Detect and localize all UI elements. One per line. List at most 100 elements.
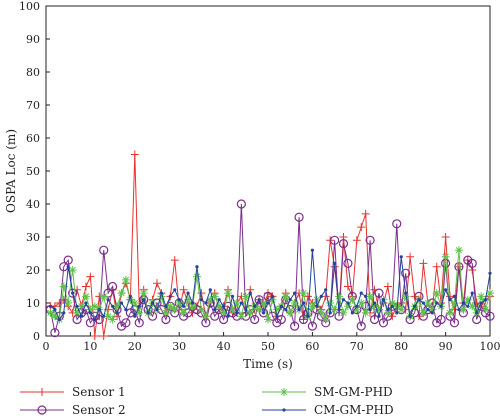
data-point-cm-gm-phd	[457, 308, 461, 312]
data-point-cm-gm-phd	[337, 308, 341, 312]
data-point-cm-gm-phd	[444, 288, 448, 292]
data-point-sm-gm-phd	[392, 302, 401, 311]
data-point-cm-gm-phd	[350, 311, 354, 315]
y-tick-label: 50	[26, 165, 40, 178]
data-point-sensor-1	[303, 292, 312, 301]
data-point-cm-gm-phd	[452, 294, 457, 298]
data-point-cm-gm-phd	[261, 311, 266, 315]
data-point-sm-gm-phd	[232, 299, 241, 307]
data-point-cm-gm-phd	[150, 301, 155, 305]
data-point-cm-gm-phd	[235, 311, 239, 315]
data-point-sensor-2	[276, 314, 286, 325]
data-point-cm-gm-phd	[266, 301, 270, 305]
data-point-cm-gm-phd	[319, 294, 323, 298]
data-point-sensor-1	[383, 282, 392, 291]
data-point-cm-gm-phd	[364, 294, 368, 298]
data-point-sensor-2	[401, 268, 411, 278]
data-point-sm-gm-phd	[326, 299, 335, 307]
data-point-cm-gm-phd	[310, 248, 314, 252]
data-point-cm-gm-phd	[66, 265, 70, 269]
data-point-cm-gm-phd	[128, 294, 132, 298]
data-point-sm-gm-phd	[126, 295, 135, 304]
data-point-sm-gm-phd	[388, 299, 397, 307]
data-point-sm-gm-phd	[308, 302, 317, 311]
data-point-sm-gm-phd	[339, 308, 348, 317]
data-point-sm-gm-phd	[441, 252, 450, 261]
data-point-cm-gm-phd	[372, 301, 377, 305]
x-tick-label: 100	[480, 340, 500, 353]
series-cm-gm-phd	[48, 248, 492, 322]
data-point-sm-gm-phd	[450, 299, 459, 307]
data-point-sm-gm-phd	[286, 308, 295, 317]
legend-marker	[37, 405, 47, 415]
x-tick-label: 40	[217, 340, 231, 353]
data-point-cm-gm-phd	[399, 255, 403, 259]
data-point-sensor-2	[250, 314, 260, 325]
data-point-sm-gm-phd	[264, 315, 272, 324]
data-point-sm-gm-phd	[46, 308, 55, 317]
series-line-cm-gm-phd	[50, 250, 491, 321]
data-point-sm-gm-phd	[281, 292, 290, 301]
data-point-cm-gm-phd	[435, 301, 439, 305]
data-point-sensor-2	[330, 235, 340, 245]
data-point-cm-gm-phd	[182, 304, 186, 308]
data-point-sensor-2	[356, 321, 366, 331]
data-point-sensor-1	[432, 262, 441, 271]
data-point-sm-gm-phd	[375, 305, 383, 314]
data-point-cm-gm-phd	[248, 291, 252, 295]
data-point-sm-gm-phd	[224, 289, 233, 298]
data-point-cm-gm-phd	[333, 261, 337, 265]
data-point-cm-gm-phd	[293, 291, 297, 295]
data-point-cm-gm-phd	[53, 308, 57, 312]
data-point-sm-gm-phd	[246, 308, 255, 317]
legend-label: CM-GM-PHD	[314, 403, 394, 417]
data-point-sm-gm-phd	[272, 305, 281, 314]
data-point-cm-gm-phd	[195, 265, 199, 269]
x-tick-label: 60	[305, 340, 319, 353]
data-point-sm-gm-phd	[73, 308, 82, 317]
legend-marker	[280, 388, 288, 396]
data-point-cm-gm-phd	[368, 308, 372, 312]
data-point-cm-gm-phd	[208, 288, 212, 292]
data-point-sm-gm-phd	[459, 305, 468, 314]
x-tick-label: 70	[350, 340, 364, 353]
data-point-sensor-1	[81, 282, 90, 291]
data-point-sm-gm-phd	[370, 302, 379, 311]
data-point-sm-gm-phd	[90, 302, 99, 311]
data-point-sensor-2	[50, 328, 60, 338]
data-point-sensor-2	[365, 235, 375, 245]
data-point-cm-gm-phd	[115, 311, 119, 315]
data-point-sm-gm-phd	[228, 305, 237, 314]
data-point-cm-gm-phd	[253, 304, 257, 308]
data-point-cm-gm-phd	[62, 311, 66, 315]
x-tick-label: 0	[43, 340, 50, 353]
data-point-cm-gm-phd	[439, 304, 443, 308]
x-tick-label: 80	[394, 340, 408, 353]
data-point-sm-gm-phd	[59, 282, 68, 291]
data-point-sensor-2	[68, 288, 78, 298]
data-point-cm-gm-phd	[173, 288, 177, 292]
data-point-sensor-1	[406, 252, 415, 261]
data-point-sensor-2	[99, 245, 109, 255]
data-point-cm-gm-phd	[390, 304, 394, 308]
data-point-sm-gm-phd	[86, 305, 95, 314]
x-tick-label: 50	[261, 340, 275, 353]
data-point-sm-gm-phd	[317, 308, 326, 317]
data-point-sm-gm-phd	[121, 275, 130, 284]
data-point-cm-gm-phd	[315, 304, 319, 308]
data-point-sensor-2	[369, 314, 380, 325]
data-point-sensor-1	[419, 259, 428, 268]
data-point-sm-gm-phd	[184, 295, 193, 304]
data-point-sm-gm-phd	[454, 246, 463, 255]
data-point-cm-gm-phd	[97, 308, 101, 312]
data-point-sensor-2	[107, 281, 118, 292]
data-point-sensor-1	[86, 272, 95, 281]
data-point-sm-gm-phd	[179, 308, 188, 317]
data-point-cm-gm-phd	[226, 314, 230, 318]
data-point-sm-gm-phd	[99, 292, 108, 301]
data-point-sm-gm-phd	[139, 289, 148, 298]
data-point-cm-gm-phd	[146, 311, 150, 315]
data-point-sm-gm-phd	[170, 305, 179, 314]
data-point-cm-gm-phd	[297, 308, 301, 312]
data-point-sm-gm-phd	[428, 305, 437, 314]
